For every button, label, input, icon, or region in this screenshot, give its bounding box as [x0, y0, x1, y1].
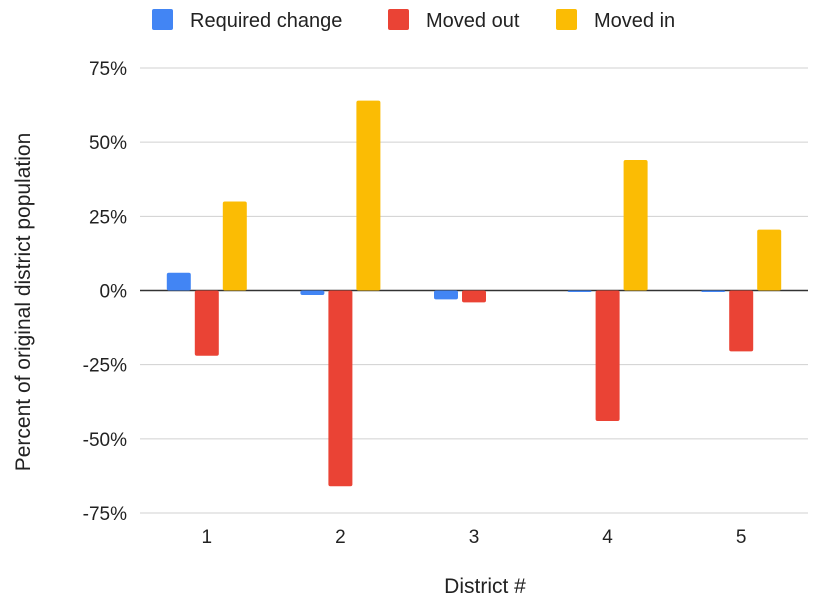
legend-swatch-required-change	[152, 9, 173, 30]
y-tick-label: -50%	[83, 430, 127, 451]
bar-required-change-district-5	[701, 290, 726, 292]
legend-label-moved-out: Moved out	[426, 10, 520, 32]
y-tick-label: 75%	[89, 59, 127, 80]
x-tick-label: 2	[335, 527, 346, 548]
legend-label-required-change: Required change	[190, 10, 342, 32]
legend-swatch-moved-in	[556, 9, 577, 30]
y-tick-label: 50%	[89, 133, 127, 154]
x-axis-title: District #	[444, 575, 526, 598]
bar-required-change-district-2	[300, 290, 325, 295]
bar-moved-out-district-1	[194, 290, 219, 356]
x-tick-label: 3	[469, 527, 480, 548]
axes: 75% 50% 25% 0% -25% -50% -75% 1 2 3 4 5	[83, 59, 747, 548]
x-tick-label: 1	[202, 527, 213, 548]
bar-required-change-district-4	[567, 290, 592, 292]
y-axis-title: Percent of original district population	[12, 133, 35, 472]
legend-label-moved-in: Moved in	[594, 10, 675, 32]
x-tick-label: 4	[602, 527, 613, 548]
bar-required-change-district-1	[166, 272, 191, 291]
bar-moved-out-district-3	[462, 290, 486, 303]
y-tick-label: -25%	[83, 356, 127, 377]
y-tick-label: 25%	[89, 207, 127, 228]
legend: Required change Moved out Moved in	[152, 9, 675, 32]
bar-moved-in-district-2	[356, 100, 381, 291]
gridlines	[140, 67, 808, 514]
bars	[166, 100, 782, 487]
legend-swatch-moved-out	[388, 9, 409, 30]
y-tick-label: -75%	[83, 504, 127, 525]
bar-moved-out-district-5	[729, 290, 754, 352]
bar-moved-out-district-4	[595, 290, 620, 422]
bar-moved-out-district-2	[328, 290, 353, 487]
bar-required-change-district-3	[434, 290, 458, 300]
y-tick-label: 0%	[100, 282, 128, 303]
bar-moved-in-district-5	[757, 229, 782, 291]
bar-moved-in-district-4	[623, 159, 648, 291]
bar-moved-in-district-1	[222, 201, 247, 291]
x-tick-label: 5	[736, 527, 747, 548]
